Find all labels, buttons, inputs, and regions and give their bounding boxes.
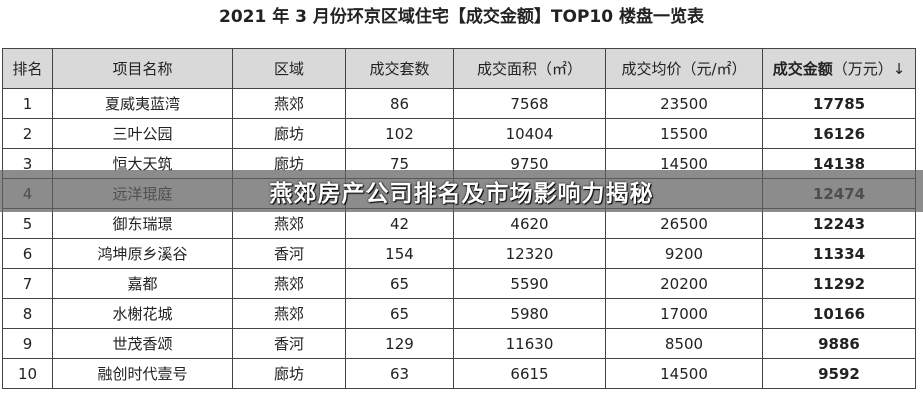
table-row: 7 嘉都 燕郊 65 5590 20200 11292 [2,268,916,299]
table-cell: 86 [345,88,454,119]
table-cell: 11630 [453,328,606,359]
table-row: 6 鸿坤原乡溪谷 香河 154 12320 9200 11334 [2,238,916,269]
table-cell: 16126 [762,118,916,149]
overlay-banner: 燕郊房产公司排名及市场影响力揭秘 [0,170,923,212]
table-cell: 17785 [762,88,916,119]
table-cell: 三叶公园 [52,118,233,149]
table-cell: 23500 [605,88,763,119]
table-cell: 26500 [605,208,763,239]
table-cell: 燕郊 [232,298,346,329]
table-cell: 5980 [453,298,606,329]
table-cell: 14500 [605,358,763,389]
table-cell: 世茂香颂 [52,328,233,359]
table-cell: 6615 [453,358,606,389]
table-row: 5 御东瑞璟 燕郊 42 4620 26500 12243 [2,208,916,239]
table-cell: 129 [345,328,454,359]
table-cell: 燕郊 [232,208,346,239]
table-cell: 夏威夷蓝湾 [52,88,233,119]
table-cell: 8500 [605,328,763,359]
table-cell: 42 [345,208,454,239]
table-cell: 鸿坤原乡溪谷 [52,238,233,269]
column-header-amount[interactable]: 成交金额（万元）↓ [762,48,916,89]
table-cell: 10404 [453,118,606,149]
table-row: 9 世茂香颂 香河 129 11630 8500 9886 [2,328,916,359]
table-cell: 燕郊 [232,88,346,119]
table-row: 1 夏威夷蓝湾 燕郊 86 7568 23500 17785 [2,88,916,119]
table-cell: 融创时代壹号 [52,358,233,389]
table-cell: 154 [345,238,454,269]
table-cell: 11292 [762,268,916,299]
table-cell: 65 [345,298,454,329]
column-header: 成交套数 [345,48,454,89]
table-cell: 102 [345,118,454,149]
table-cell: 15500 [605,118,763,149]
table-cell: 9 [2,328,53,359]
table-cell: 5590 [453,268,606,299]
table-cell: 12243 [762,208,916,239]
header-row: 排名 项目名称 区域 成交套数 成交面积（㎡） 成交均价（元/㎡） 成交金额（万元）↓ [2,48,916,89]
table-cell: 廊坊 [232,118,346,149]
table-cell: 香河 [232,328,346,359]
table-cell: 水榭花城 [52,298,233,329]
table-cell: 香河 [232,238,346,269]
table-cell: 9200 [605,238,763,269]
table-cell: 63 [345,358,454,389]
table-row: 8 水榭花城 燕郊 65 5980 17000 10166 [2,298,916,329]
table-cell: 12320 [453,238,606,269]
table-row: 2 三叶公园 廊坊 102 10404 15500 16126 [2,118,916,149]
table-cell: 7568 [453,88,606,119]
table-cell: 5 [2,208,53,239]
table-cell: 10 [2,358,53,389]
table-cell: 17000 [605,298,763,329]
table-title: 2021 年 3 月份环京区域住宅【成交金额】TOP10 楼盘一览表 [219,7,704,27]
table-cell: 廊坊 [232,358,346,389]
table-cell: 1 [2,88,53,119]
column-header: 排名 [2,48,53,89]
table-cell: 2 [2,118,53,149]
table-cell: 10166 [762,298,916,329]
table-cell: 9886 [762,328,916,359]
table-cell: 嘉都 [52,268,233,299]
header-unit: （万元）↓ [832,60,906,78]
column-header: 成交面积（㎡） [453,48,606,89]
table-cell: 7 [2,268,53,299]
table-cell: 65 [345,268,454,299]
table-cell: 20200 [605,268,763,299]
column-header: 成交均价（元/㎡） [605,48,763,89]
table-cell: 4620 [453,208,606,239]
banner-text: 燕郊房产公司排名及市场影响力揭秘 [269,181,654,207]
column-header: 区域 [232,48,346,89]
header-bold: 成交金额 [772,60,833,78]
table-cell: 6 [2,238,53,269]
table-cell: 8 [2,298,53,329]
table-cell: 燕郊 [232,268,346,299]
table-cell: 御东瑞璟 [52,208,233,239]
table-row: 10 融创时代壹号 廊坊 63 6615 14500 9592 [2,358,916,389]
table-cell: 9592 [762,358,916,389]
column-header: 项目名称 [52,48,233,89]
table-cell: 11334 [762,238,916,269]
